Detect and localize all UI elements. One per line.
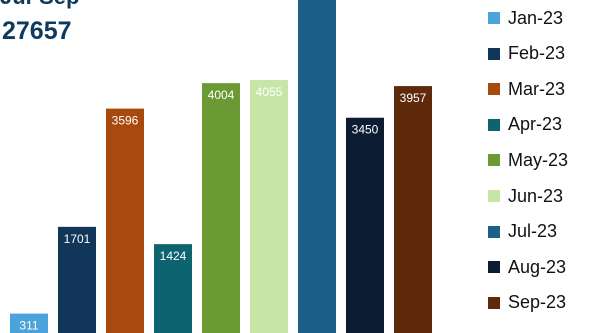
bar-jun-23 [250, 79, 288, 333]
bar-value-label: 3450 [352, 123, 379, 137]
legend-item: Mar-23 [488, 77, 565, 101]
bar-value-label: 1701 [64, 232, 91, 246]
chart-subtitle: Jul-Sep [0, 0, 79, 10]
bar-may-23 [202, 83, 240, 333]
bar-jul-23 [298, 0, 336, 333]
bar-value-label: 4004 [208, 88, 235, 102]
legend-swatch [488, 225, 500, 238]
legend-label: Sep-23 [508, 292, 567, 313]
legend-label: Jun-23 [508, 185, 564, 206]
legend-swatch [488, 83, 500, 96]
bar-value-label: 4055 [256, 85, 283, 99]
legend-label: May-23 [508, 149, 569, 170]
legend-swatch [488, 261, 500, 274]
legend-item: Jul-23 [488, 220, 557, 244]
legend-item: Jun-23 [488, 184, 563, 208]
legend-label: Apr-23 [508, 114, 563, 135]
legend-swatch [488, 12, 500, 24]
bar-mar-23 [106, 108, 144, 333]
bar-feb-23 [58, 226, 96, 333]
bar-value-label: 1424 [160, 249, 187, 263]
legend-item: Jan-23 [488, 6, 563, 30]
legend-item: Feb-23 [488, 42, 565, 66]
legend-swatch [488, 296, 500, 309]
legend-item: Aug-23 [488, 255, 566, 279]
bar-sep-23 [394, 86, 432, 333]
bar-value-label: 311 [19, 319, 38, 333]
legend-label: Feb-23 [508, 43, 566, 64]
legend-item: Sep-23 [488, 291, 566, 315]
legend-label: Aug-23 [508, 256, 567, 277]
legend-swatch [488, 190, 500, 202]
legend-label: Mar-23 [508, 78, 566, 99]
total-value: 27657 [2, 17, 72, 45]
bar-jan-23 [10, 313, 48, 333]
bar-apr-23 [154, 244, 192, 333]
bar-value-label: 3596 [112, 114, 139, 128]
legend-label: Jan-23 [508, 7, 564, 28]
legend-swatch [488, 47, 500, 60]
bar-aug-23 [346, 117, 384, 333]
legend-item: May-23 [488, 148, 568, 172]
legend-item: Apr-23 [488, 113, 562, 137]
legend-swatch [488, 118, 500, 131]
bar-value-label: 3957 [400, 91, 427, 105]
legend-label: Jul-23 [508, 221, 558, 242]
legend-swatch [488, 154, 500, 167]
